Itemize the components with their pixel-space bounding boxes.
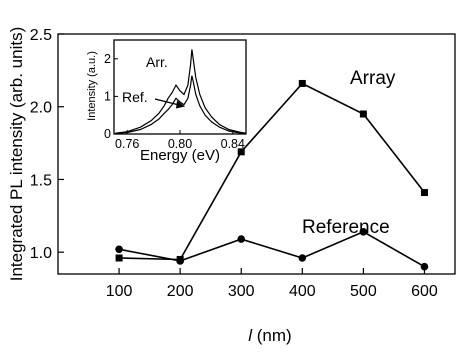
inset-x-tick-label: 0.84 <box>221 137 245 151</box>
array-data-point <box>420 189 428 197</box>
reference-data-point <box>115 245 123 254</box>
inset-ticks: 0.76 0.80 0.84 0 1 2 <box>104 52 245 151</box>
main-y-tick-label: 2.0 <box>30 100 52 117</box>
main-x-tick-label: 500 <box>350 283 377 300</box>
main-plot-frame <box>57 33 456 275</box>
reference-series-label: Reference <box>302 217 390 238</box>
array-data-point <box>298 79 306 87</box>
main-y-tick-label: 1.5 <box>30 172 52 189</box>
main-x-tick-label: 300 <box>228 283 255 300</box>
inset-reference-annotation: Ref. <box>122 89 148 105</box>
reference-data-point <box>237 235 246 243</box>
main-series <box>115 79 429 271</box>
inset-x-tick-label: 0.80 <box>168 137 192 151</box>
inset-x-axis-label: Energy (eV) <box>140 147 220 164</box>
array-data-point <box>237 148 245 156</box>
inset-reference-spectrum-line <box>115 75 247 135</box>
inset-array-annotation: Arr. <box>146 54 168 70</box>
main-ticks: 100 200 300 400 500 600 1.0 1.5 2.0 2.5 <box>30 27 438 300</box>
inset-reference-arrow-head <box>176 100 185 109</box>
main-x-tick-label: 400 <box>289 283 316 300</box>
reference-series-line <box>118 230 425 268</box>
reference-data-point <box>420 262 429 271</box>
main-x-tick-label: 100 <box>106 283 133 300</box>
inset-array-spectrum-line <box>115 49 247 134</box>
main-y-tick-label: 1.0 <box>30 245 52 262</box>
inset-y-tick-label: 2 <box>104 52 111 66</box>
main-x-tick-label: 200 <box>167 283 194 300</box>
inset-y-tick-label: 0 <box>104 127 111 141</box>
array-series-label: Array <box>350 68 396 89</box>
reference-data-point <box>176 257 184 265</box>
inset-y-axis-label: Intensity (a.u.) <box>86 51 98 121</box>
main-x-axis-label: l (nm) <box>248 326 291 345</box>
reference-data-point <box>359 228 368 236</box>
inset-y-tick-label: 1 <box>104 89 111 103</box>
main-y-axis-label: Integrated PL intensity (arb. units) <box>7 27 26 282</box>
inset-x-tick-label: 0.76 <box>115 137 139 151</box>
main-x-axis-variable: l <box>248 326 253 345</box>
main-x-tick-label: 600 <box>411 283 438 300</box>
array-data-point <box>115 254 123 262</box>
inset-background <box>100 47 245 129</box>
array-data-point <box>359 110 367 118</box>
reference-data-point <box>298 254 307 262</box>
inset-series <box>115 49 247 135</box>
main-x-axis-unit: (nm) <box>252 326 292 345</box>
main-y-tick-label: 2.5 <box>30 27 52 44</box>
